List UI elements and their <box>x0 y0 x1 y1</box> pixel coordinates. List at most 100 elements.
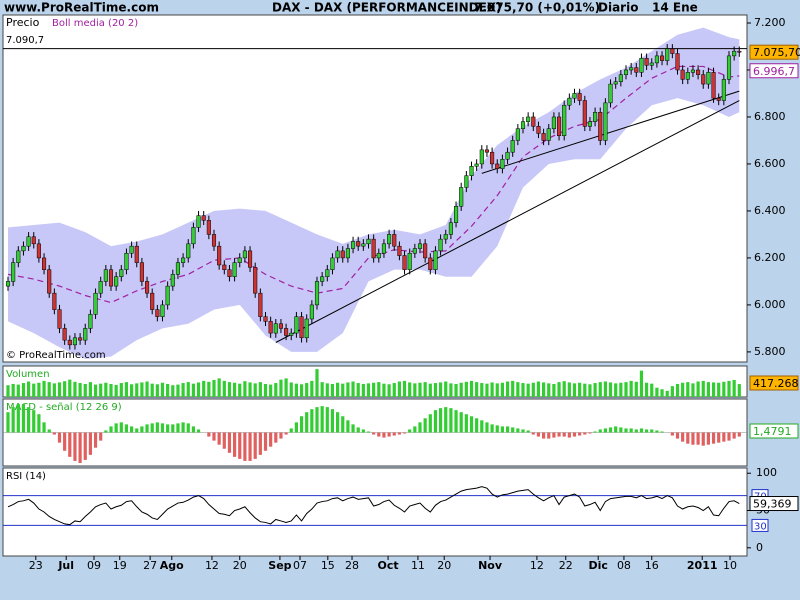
macd-bar <box>639 428 644 433</box>
candle-body <box>546 128 551 141</box>
volume-bar <box>315 369 319 397</box>
volume-bar <box>562 381 566 397</box>
volume-bar <box>233 382 237 397</box>
volume-bar <box>269 384 273 397</box>
x-tick-label: 10 <box>723 559 737 572</box>
macd-bar <box>619 427 623 433</box>
volume-bar <box>572 383 577 397</box>
volume-bar <box>433 383 438 397</box>
candle-body <box>510 140 515 153</box>
macd-bar <box>516 428 520 433</box>
candle-body <box>119 269 124 277</box>
macd-bar <box>284 432 288 435</box>
volume-bar <box>227 382 232 397</box>
volume-bar <box>670 386 674 397</box>
candle-body <box>155 309 160 317</box>
volume-bar <box>603 381 607 397</box>
macd-bar <box>42 422 46 433</box>
volume-bar <box>418 382 422 397</box>
candle-body <box>407 252 412 270</box>
volume-bar <box>387 384 391 397</box>
x-tick-label: 16 <box>645 559 659 572</box>
candle-body <box>737 50 742 53</box>
candle-body <box>438 238 443 252</box>
volume-bar <box>531 382 535 397</box>
macd-bar <box>57 432 62 443</box>
candle-body <box>577 93 582 101</box>
candle-body <box>62 328 67 341</box>
candle-body <box>31 236 36 245</box>
macd-bar <box>572 432 577 437</box>
macd-bar <box>73 432 77 461</box>
macd-bar <box>279 432 283 439</box>
candle-body <box>531 116 536 127</box>
volume-bar <box>305 383 309 397</box>
volume-bar <box>521 383 525 397</box>
site: www.ProRealTime.com <box>4 1 159 15</box>
macd-bar <box>500 426 504 433</box>
candle-body <box>392 234 397 247</box>
volume-label: Volumen <box>6 369 50 380</box>
macd-bar <box>191 426 195 433</box>
macd-bar <box>464 414 468 433</box>
volume-bar <box>176 384 180 397</box>
volume-bar <box>310 380 314 397</box>
candle-body <box>258 292 263 317</box>
volume-bar <box>593 383 597 397</box>
macd-bar <box>243 432 247 461</box>
candle-body <box>490 151 495 165</box>
price-label: Precio <box>6 16 40 29</box>
macd-bar <box>428 414 432 433</box>
volume-bar <box>150 383 154 397</box>
volume-bar <box>428 383 432 397</box>
macd-bar <box>392 432 396 436</box>
volume-bar <box>552 383 556 397</box>
candle-body <box>371 238 376 259</box>
candle-body <box>433 250 438 270</box>
volume-bar <box>686 382 690 397</box>
reference-label: 7.090,7 <box>6 35 44 46</box>
y-tick-label: 7.200 <box>754 16 786 29</box>
volume-bar <box>583 383 587 397</box>
candle-body <box>145 281 150 294</box>
candle-body <box>36 243 41 259</box>
volume-bar <box>42 380 46 397</box>
volume-bar <box>423 382 427 397</box>
macd-bar <box>675 432 680 439</box>
macd-bar <box>377 432 381 437</box>
macd-bar <box>181 422 185 433</box>
volume-bar <box>377 382 381 397</box>
candle-body <box>608 83 613 104</box>
volume-bar <box>691 383 695 397</box>
volume-bar <box>145 381 149 397</box>
volume-bar <box>608 382 613 397</box>
volume-bar <box>459 382 463 397</box>
candle-body <box>598 112 603 141</box>
x-tick-label: 12 <box>205 559 219 572</box>
volume-bar <box>578 382 582 397</box>
volume-bar <box>722 381 726 397</box>
candle-body <box>165 285 170 306</box>
macd-bar <box>135 428 139 433</box>
candle-body <box>222 264 227 270</box>
macd-bar <box>578 432 582 436</box>
macd-bar <box>495 425 499 433</box>
macd-value: 1,4791 <box>753 425 792 438</box>
volume-bar <box>243 381 247 397</box>
volume-bar <box>104 382 108 397</box>
volume-bar <box>588 384 592 397</box>
macd-bar <box>696 432 700 445</box>
macd-bar <box>227 432 232 453</box>
macd-bar <box>145 424 149 433</box>
macd-bar <box>629 428 633 433</box>
candle-body <box>175 262 180 275</box>
candle-body <box>474 163 479 167</box>
candle-body <box>412 248 417 254</box>
candle-body <box>562 104 567 137</box>
macd-bar <box>542 432 546 439</box>
macd-bar <box>310 409 314 433</box>
macd-bar <box>681 432 685 442</box>
volume-bar <box>299 384 304 397</box>
volume-bar <box>78 383 82 397</box>
candle-body <box>67 339 72 346</box>
